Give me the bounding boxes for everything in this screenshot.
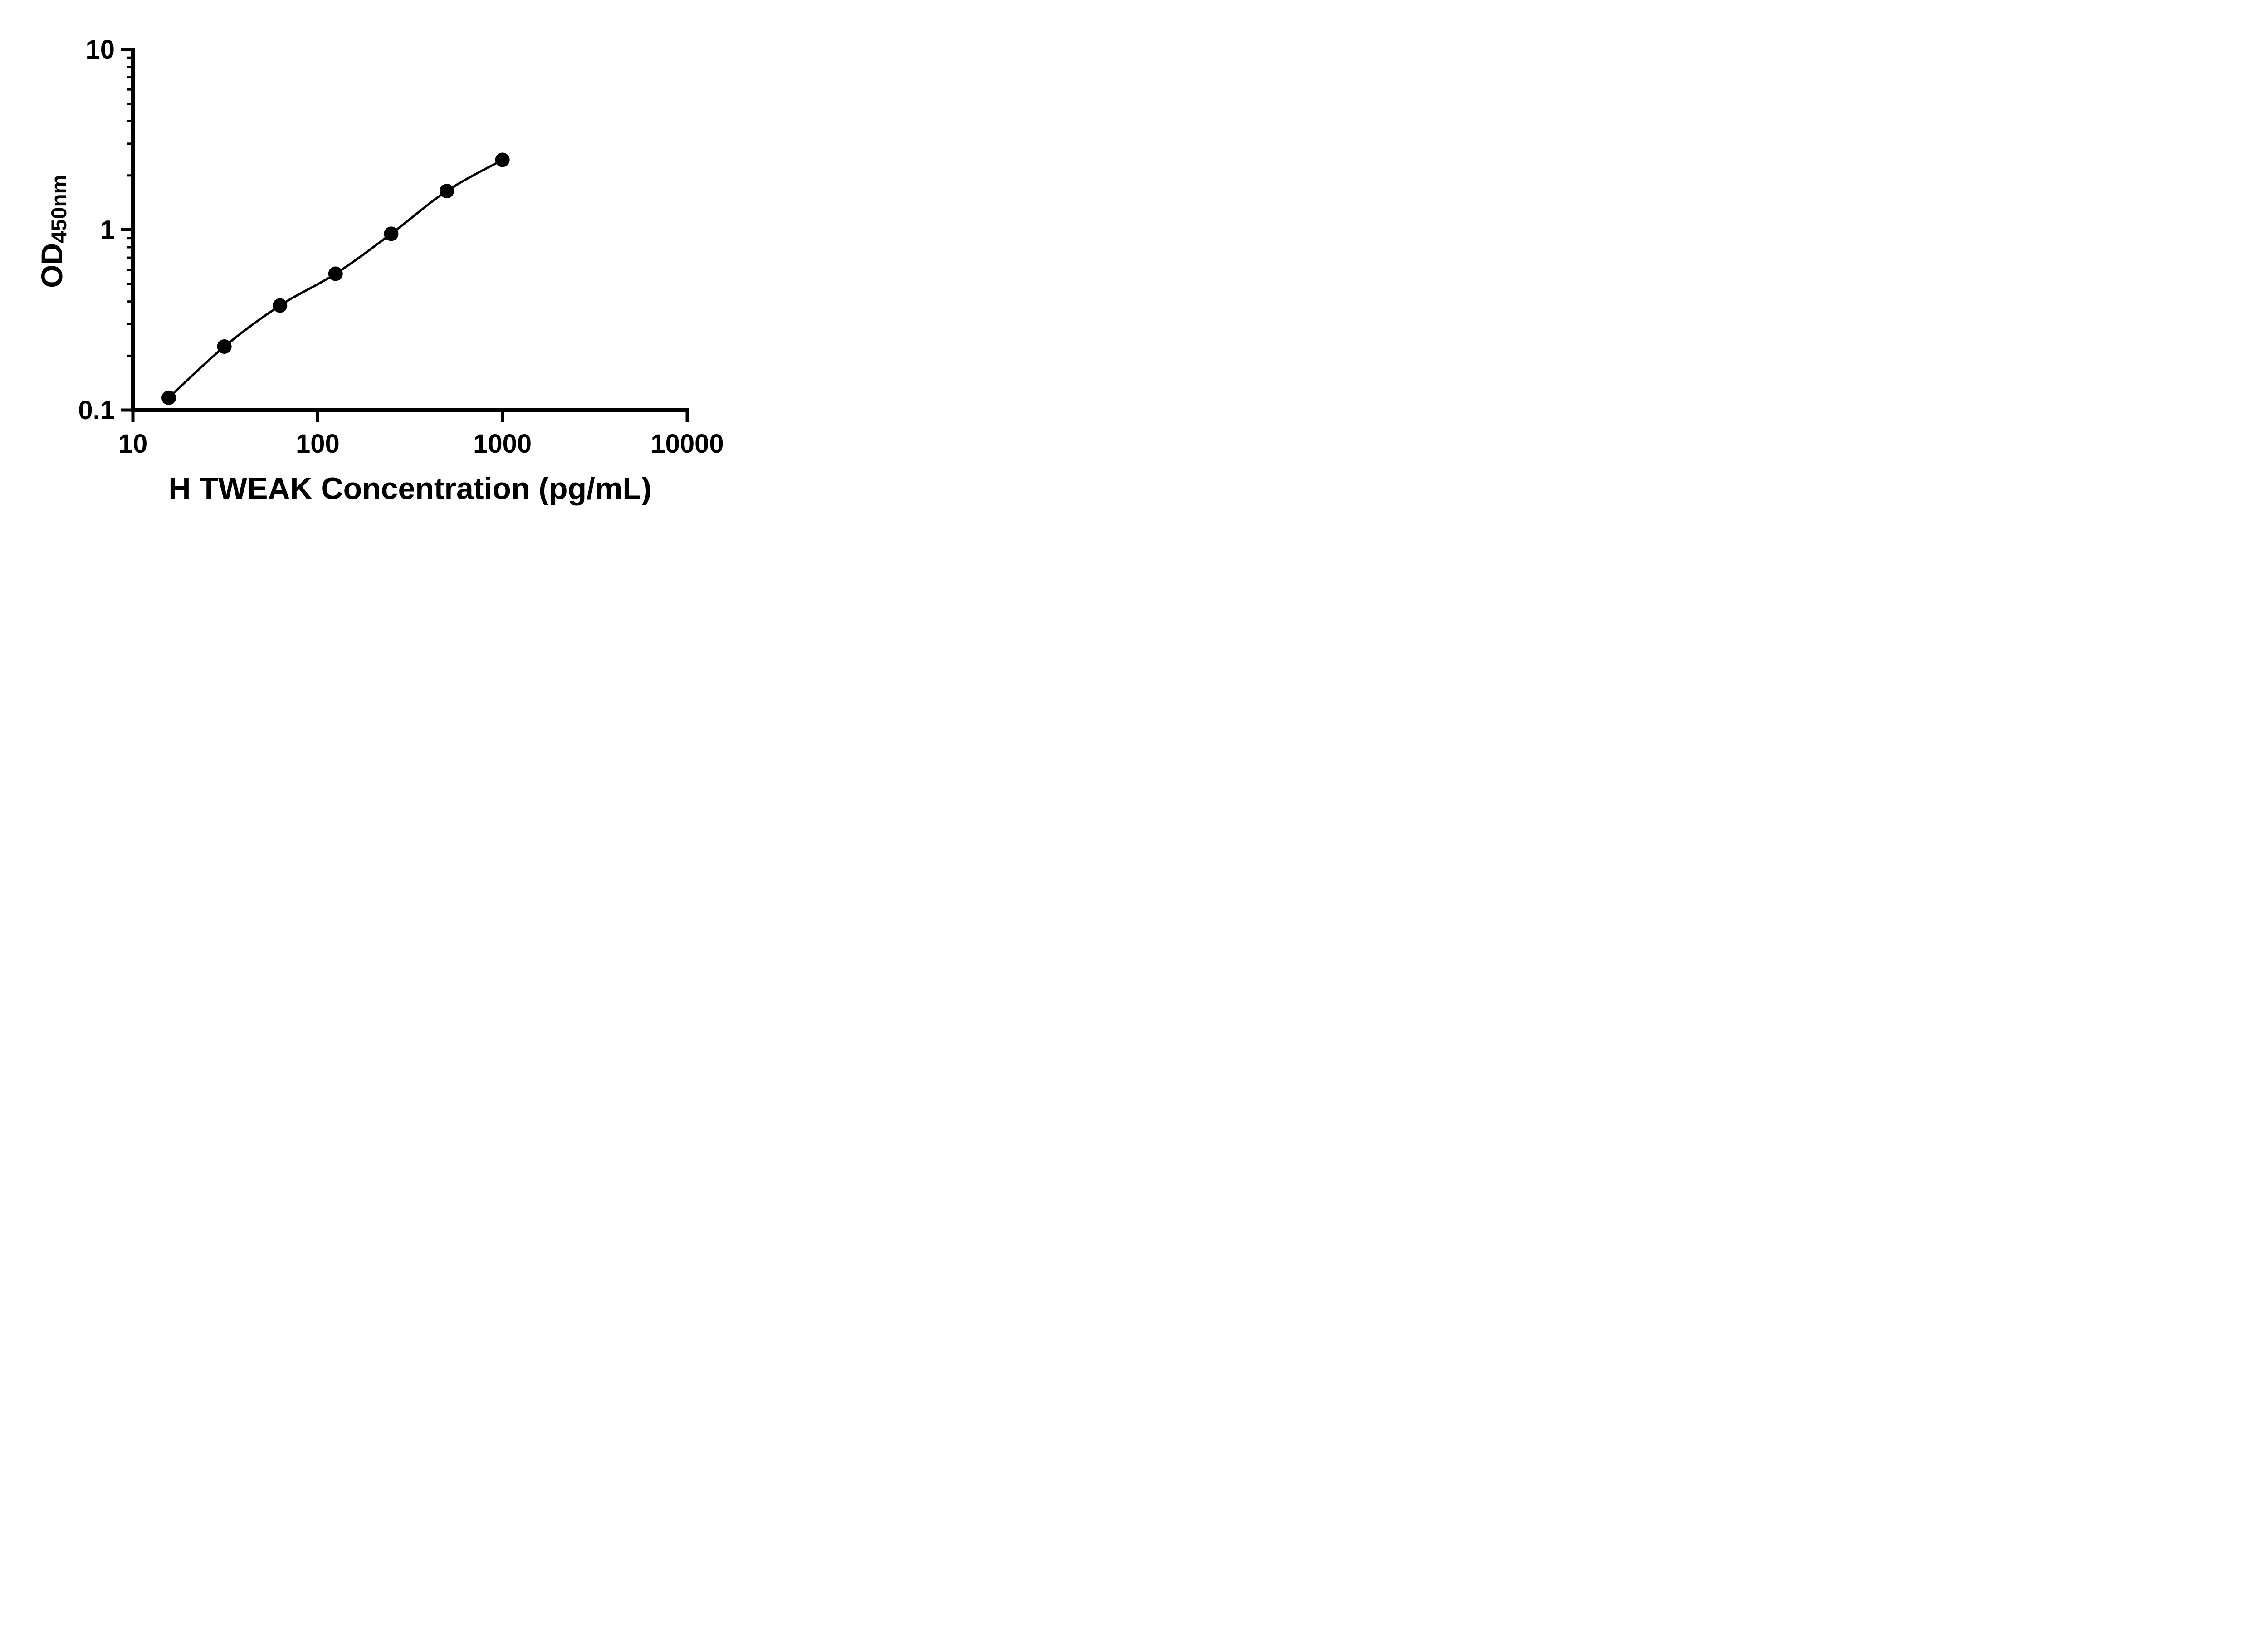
data-point [161, 390, 176, 405]
data-point [440, 184, 454, 199]
standard-curve-plot: 10 100 1000 10000 0.1 1 10 [78, 35, 723, 459]
x-tick-label: 100 [296, 429, 340, 459]
data-point [495, 152, 510, 167]
y-tick-label: 0.1 [78, 396, 115, 425]
data-point [384, 226, 399, 241]
data-point [328, 266, 343, 281]
x-tick-label: 10 [118, 429, 148, 459]
y-axis-title: OD450nm [34, 175, 71, 288]
y-axis-title-main: OD [35, 243, 68, 288]
x-axis-title: H TWEAK Concentration (pg/mL) [168, 471, 652, 506]
x-tick-label: 10000 [650, 429, 723, 459]
elisa-standard-curve-figure: 10 100 1000 10000 0.1 1 10 OD450nm H TWEAK Con… [0, 0, 761, 544]
y-tick-label: 10 [85, 35, 115, 64]
data-point [217, 339, 232, 354]
x-tick-label: 1000 [473, 429, 532, 459]
data-point [273, 298, 288, 313]
chart-page: 10 100 1000 10000 0.1 1 10 OD450nm H TWEAK Con… [0, 0, 761, 544]
y-tick-label: 1 [100, 215, 115, 245]
y-axis-title-subscript: 450nm [47, 175, 71, 243]
